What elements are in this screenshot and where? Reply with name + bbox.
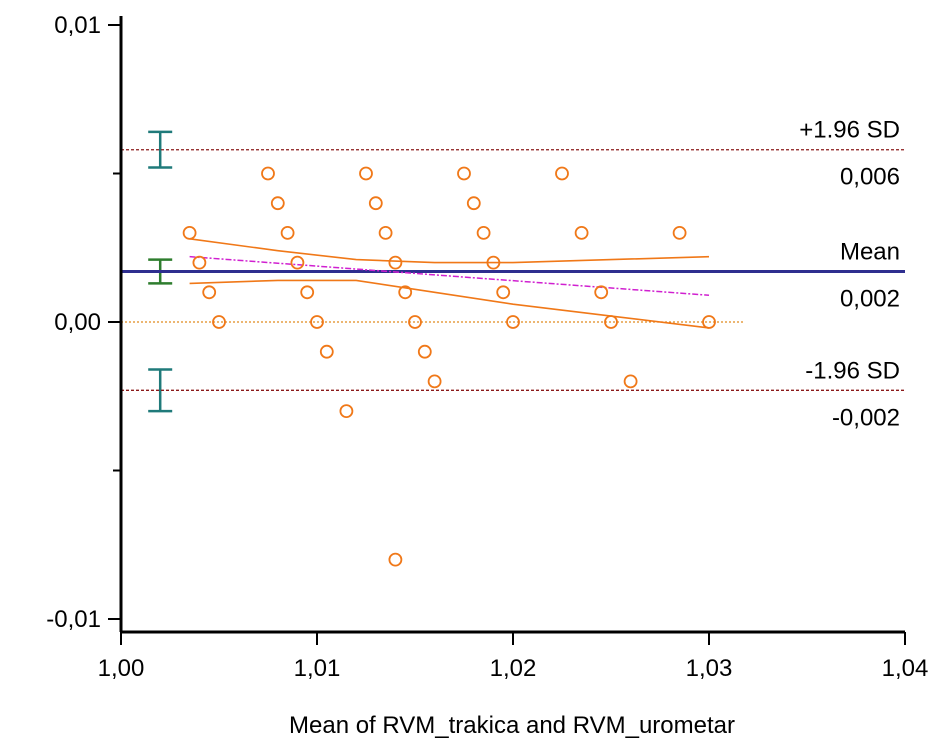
data-point bbox=[398, 285, 413, 300]
data-point bbox=[290, 255, 305, 270]
data-point bbox=[672, 225, 687, 240]
data-point bbox=[212, 315, 226, 329]
regression-line bbox=[189, 255, 710, 297]
regression-band-lower bbox=[189, 279, 710, 329]
x-axis-title: Mean of RVM_trakica and RVM_urometar bbox=[289, 712, 735, 739]
data-point bbox=[408, 315, 422, 329]
lower-loa-value-label: -0,002 bbox=[832, 404, 900, 431]
data-point bbox=[192, 255, 207, 270]
y-tick-label: -0,01 bbox=[46, 606, 101, 633]
data-points-layer bbox=[182, 166, 716, 567]
upper-loa-label: +1.96 SD bbox=[799, 117, 900, 144]
data-point bbox=[604, 315, 618, 329]
data-point bbox=[702, 315, 716, 329]
mean-label: Mean bbox=[840, 239, 900, 266]
data-point bbox=[310, 315, 324, 329]
data-point bbox=[457, 166, 471, 181]
lower-loa-label: -1.96 SD bbox=[805, 357, 900, 384]
data-point bbox=[506, 315, 520, 329]
confidence-interval-layer bbox=[148, 130, 173, 413]
data-point bbox=[417, 344, 432, 359]
data-point bbox=[388, 552, 403, 567]
x-tick-label: 1,03 bbox=[686, 655, 733, 682]
y-tick-label: 0,00 bbox=[54, 309, 101, 336]
data-point bbox=[261, 166, 275, 181]
x-tick-label: 1,01 bbox=[294, 655, 341, 682]
data-point bbox=[594, 285, 609, 300]
data-point bbox=[378, 225, 393, 240]
axes-layer: -0,01 0,00 0,01 1,00 1,01 1,02 1,03 1,04 bbox=[46, 12, 928, 682]
reference-labels-layer: +1.96 SD 0,006 Mean 0,002 -1.96 SD -0,002 bbox=[799, 117, 900, 432]
data-point bbox=[182, 225, 197, 240]
regression-band-layer bbox=[189, 238, 710, 329]
data-point bbox=[574, 225, 589, 240]
data-point bbox=[496, 285, 511, 300]
y-tick-label: 0,01 bbox=[54, 12, 101, 39]
data-point bbox=[486, 255, 501, 270]
reference-lines-layer bbox=[121, 149, 905, 391]
x-tick-label: 1,02 bbox=[490, 655, 537, 682]
data-point bbox=[319, 344, 334, 359]
data-point bbox=[368, 196, 383, 211]
data-point bbox=[555, 166, 569, 181]
mean-value-label: 0,002 bbox=[840, 286, 900, 313]
regression-band-upper bbox=[189, 238, 710, 264]
data-point bbox=[359, 166, 373, 181]
data-point bbox=[388, 255, 403, 270]
data-point bbox=[476, 225, 491, 240]
data-point bbox=[623, 374, 638, 389]
x-tick-label: 1,04 bbox=[882, 655, 929, 682]
x-tick-label: 1,00 bbox=[98, 655, 145, 682]
data-point bbox=[427, 374, 442, 389]
upper-loa-value-label: 0,006 bbox=[840, 164, 900, 191]
data-point bbox=[270, 196, 285, 211]
data-point bbox=[280, 225, 295, 240]
data-point bbox=[300, 285, 315, 300]
data-point bbox=[339, 404, 354, 419]
data-point bbox=[466, 196, 481, 211]
data-point bbox=[202, 285, 217, 300]
